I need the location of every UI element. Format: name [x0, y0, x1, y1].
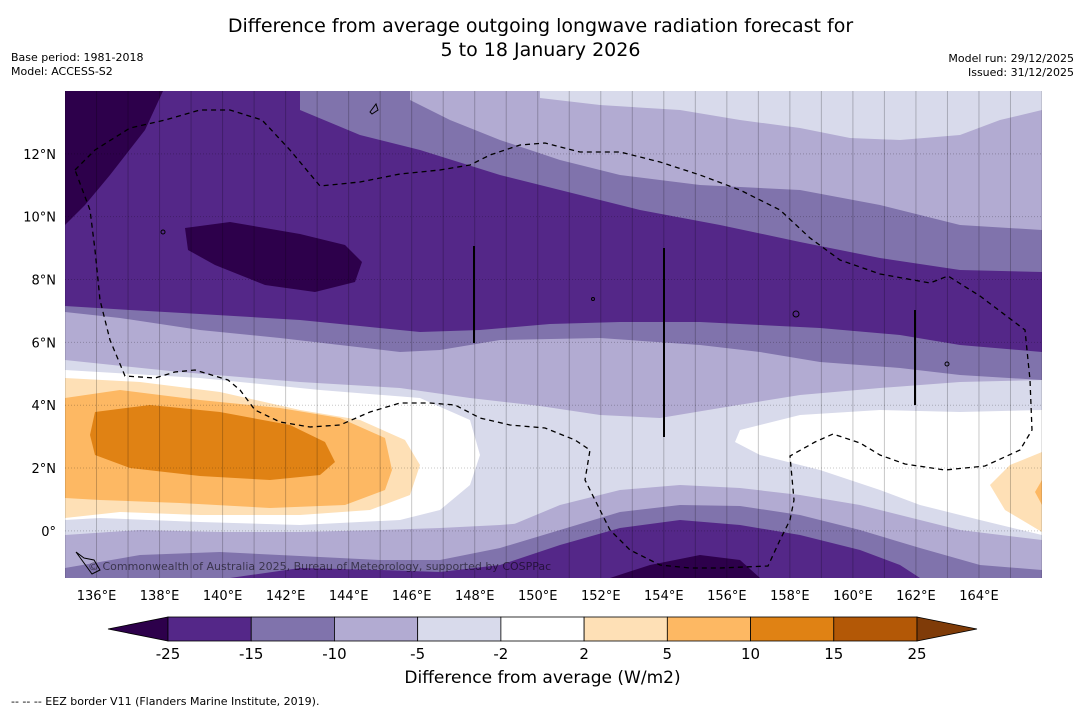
colorbar-segment: [250, 616, 335, 642]
island-markers: [473, 246, 916, 437]
y-tick-label: 8°N: [32, 274, 57, 289]
island: [591, 297, 595, 301]
meta-left: Base period: 1981-2018 Model: ACCESS-S2: [11, 51, 143, 79]
x-tick-label: 142°E: [266, 589, 306, 604]
band-fill: [990, 452, 1042, 532]
colorbar-segment: [583, 616, 668, 642]
x-tick-label: 140°E: [203, 589, 243, 604]
y-tick-label: 4°N: [32, 399, 57, 414]
x-tick-label: 146°E: [392, 589, 432, 604]
y-tick-label: 10°N: [23, 211, 56, 226]
issued-date: Issued: 31/12/2025: [967, 66, 1074, 79]
band-fill: [735, 410, 1042, 535]
x-tick-label: 136°E: [77, 589, 117, 604]
y-tick-labels: 0° 2°N 4°N 6°N 8°N 10°N 12°N: [23, 148, 56, 540]
x-tick-label: 150°E: [518, 589, 558, 604]
model-run: Model run: 29/12/2025: [948, 52, 1074, 65]
x-tick-label: 154°E: [644, 589, 684, 604]
colorbar-tick-label: -2: [493, 645, 508, 663]
island: [75, 551, 101, 575]
x-tick-label: 138°E: [140, 589, 180, 604]
band-fill: [90, 405, 335, 480]
island: [369, 102, 379, 115]
x-tick-label: 158°E: [770, 589, 810, 604]
title-line-1: Difference from average outgoing longwav…: [227, 15, 854, 37]
colorbar-tick-label: 15: [824, 645, 843, 663]
colorbar-segment: [666, 616, 751, 642]
x-tick-label: 164°E: [959, 589, 999, 604]
band-fill: [610, 555, 760, 578]
copyright-text: © Commonwealth of Australia 2025, Bureau…: [88, 560, 551, 573]
x-tick-label: 148°E: [455, 589, 495, 604]
band-fill: [65, 91, 163, 225]
y-tick-label: 6°N: [32, 336, 57, 351]
eez-border: [74, 109, 1033, 569]
band-fill: [185, 222, 362, 292]
colorbar-segment: [417, 616, 502, 642]
island: [792, 310, 800, 318]
island: [944, 361, 950, 367]
base-period: Base period: 1981-2018: [11, 51, 144, 64]
title-line-2: 5 to 18 January 2026: [440, 39, 641, 61]
colorbar-tick-label: 2: [579, 645, 589, 663]
x-tick-label: 160°E: [833, 589, 873, 604]
model-name: Model: ACCESS-S2: [11, 65, 113, 78]
contour-field: [65, 91, 1042, 578]
colorbar-tick-label: -15: [239, 645, 264, 663]
colorbar-arrow-high: [916, 616, 978, 642]
colorbar-tick-label: -5: [410, 645, 425, 663]
y-tick-label: 0°: [41, 525, 56, 540]
colorbar-segment: [750, 616, 835, 642]
colorbar-segment: [833, 616, 918, 642]
colorbar-tick-label: 25: [907, 645, 926, 663]
footer-legend: -- -- -- EEZ border V11 (Flanders Marine…: [11, 695, 320, 708]
colorbar-arrow-low: [107, 616, 169, 642]
band-fill: [540, 91, 1042, 140]
y-tick-label: 12°N: [23, 148, 56, 163]
graticule: [65, 91, 1042, 578]
islands: [75, 102, 950, 575]
x-tick-label: 144°E: [329, 589, 369, 604]
colorbar-tick-label: -10: [322, 645, 347, 663]
island: [160, 229, 166, 235]
colorbar-tick-label: 10: [741, 645, 760, 663]
colorbar: -25 -15 -10 -5 -2 2 5 10 15 25: [107, 616, 978, 663]
colorbar-segment: [334, 616, 419, 642]
colorbar-label: Difference from average (W/m2): [404, 668, 681, 688]
band-fill: [1035, 480, 1042, 505]
colorbar-tick-label: 5: [663, 645, 673, 663]
band-fill: [230, 520, 920, 578]
y-tick-label: 2°N: [32, 462, 57, 477]
meta-right: Model run: 29/12/2025 Issued: 31/12/2025: [948, 52, 1074, 80]
x-tick-label: 152°E: [581, 589, 621, 604]
colorbar-segment: [500, 616, 585, 642]
colorbar-segment: [167, 616, 252, 642]
x-tick-label: 162°E: [896, 589, 936, 604]
x-tick-labels: 136°E 138°E 140°E 142°E 144°E 146°E 148°E 150°E…: [77, 589, 999, 604]
colorbar-tick-label: -25: [156, 645, 181, 663]
x-tick-label: 156°E: [707, 589, 747, 604]
